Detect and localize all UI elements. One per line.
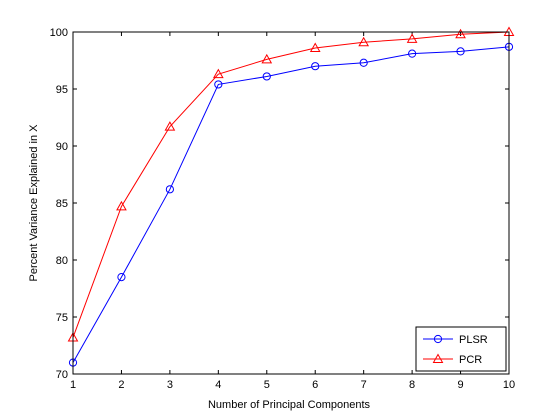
- data-point-pcr: [309, 42, 321, 52]
- data-point-pcr: [164, 121, 176, 131]
- x-tick-label: 5: [264, 379, 270, 391]
- legend: PLSR PCR: [415, 326, 507, 372]
- legend-box: [415, 326, 507, 372]
- series-pcr: [67, 26, 515, 342]
- x-tick-label: 6: [312, 379, 318, 391]
- x-axis-label: Number of Principal Components: [208, 399, 371, 411]
- legend-marker-plsr: [433, 334, 443, 344]
- series-layer: [67, 26, 515, 367]
- data-point-plsr: [456, 47, 465, 56]
- series-line-pcr: [72, 31, 510, 338]
- data-point-pcr: [455, 28, 466, 39]
- x-tick-label: 7: [361, 379, 367, 391]
- y-tick-label: 100: [50, 27, 68, 39]
- data-point-pcr: [212, 68, 224, 79]
- data-point-plsr: [165, 185, 174, 194]
- y-tick-label: 85: [56, 198, 68, 210]
- legend-marker-pcr: [432, 353, 444, 363]
- x-tick-label: 10: [503, 379, 515, 391]
- data-point-plsr: [359, 58, 368, 67]
- data-point-pcr: [116, 200, 127, 211]
- data-point-pcr: [261, 53, 273, 64]
- x-tick-label: 1: [70, 379, 76, 391]
- data-point-plsr: [311, 62, 320, 71]
- y-tick-label: 75: [56, 312, 68, 324]
- data-point-pcr: [358, 36, 370, 47]
- x-tick-label: 2: [118, 379, 124, 391]
- plot-area: [73, 32, 509, 374]
- plot-frame: [72, 31, 510, 375]
- y-tick-label: 90: [56, 141, 68, 153]
- x-tick-label: 8: [409, 379, 415, 391]
- data-point-pcr: [406, 33, 418, 43]
- data-point-plsr: [117, 273, 126, 282]
- y-tick-label: 95: [56, 84, 68, 96]
- y-tick-label: 70: [56, 369, 68, 381]
- series-line-plsr: [72, 46, 510, 363]
- data-point-plsr: [214, 80, 223, 89]
- x-tick-label: 9: [457, 379, 463, 391]
- x-tick-label: 3: [167, 379, 173, 391]
- data-point-plsr: [262, 72, 271, 81]
- x-tick-label: 4: [215, 379, 221, 391]
- data-point-plsr: [408, 49, 417, 58]
- legend-label-pcr: PCR: [459, 354, 482, 366]
- y-axis-label: Percent Variance Explained in X: [28, 124, 40, 282]
- y-tick-label: 80: [56, 255, 68, 267]
- legend-label-plsr: PLSR: [459, 334, 488, 346]
